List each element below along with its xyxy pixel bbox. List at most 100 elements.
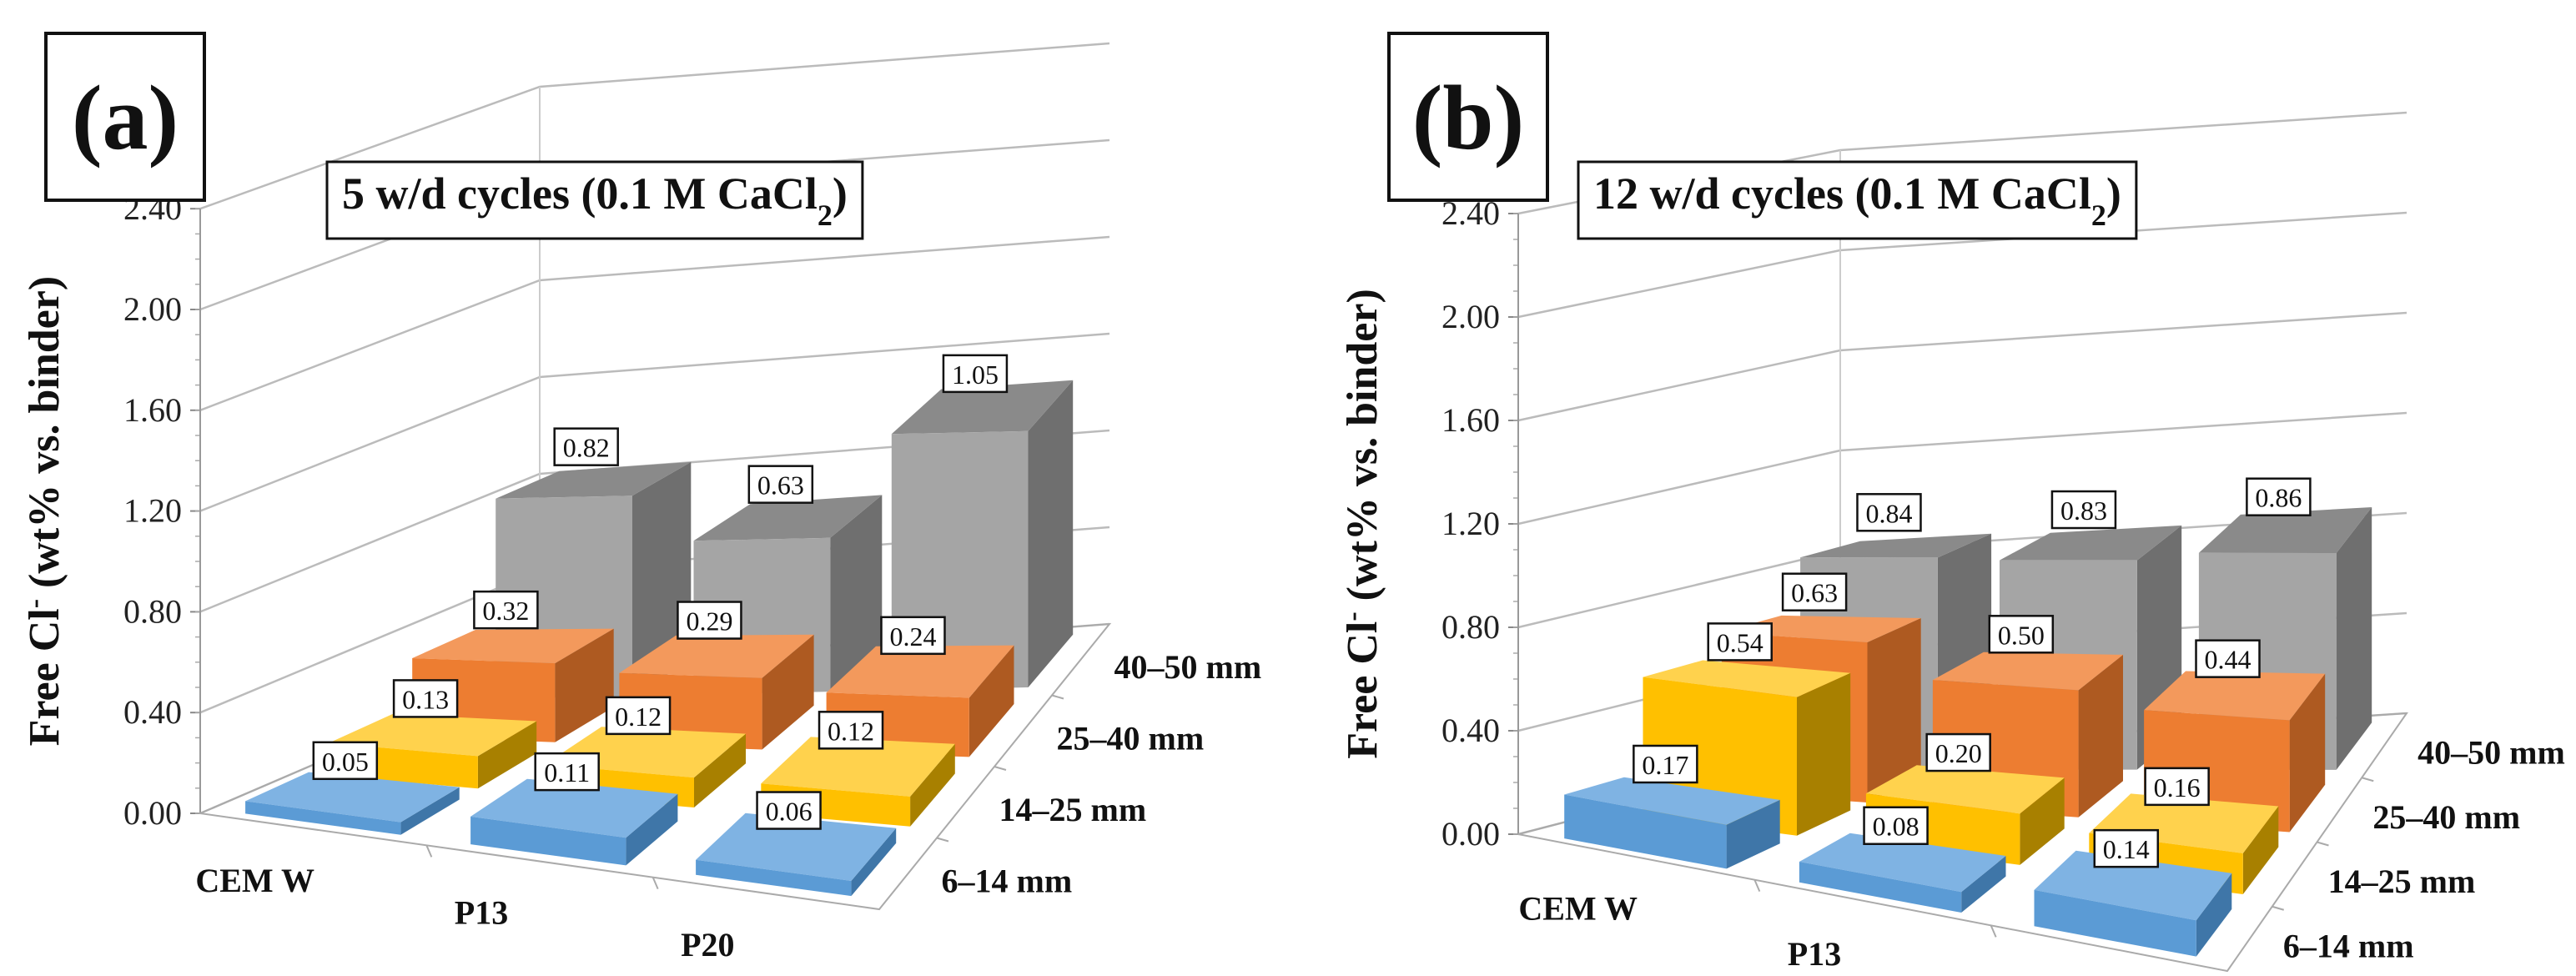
bar-side-face <box>851 828 897 897</box>
chart-title-main: 5 w/d cycles (0.1 M CaCl <box>342 169 818 219</box>
bar-side-face <box>1726 799 1780 869</box>
bar-side-face <box>2289 673 2326 833</box>
bar-side-face <box>969 645 1014 757</box>
bar-side-face <box>2336 507 2372 770</box>
depth-tick-mark <box>1051 694 1064 700</box>
bar-top-face <box>412 628 614 664</box>
y-tick-label: 0.00 <box>123 794 182 832</box>
bar: 0.11 <box>470 752 678 866</box>
data-label: 1.05 <box>952 360 999 390</box>
bar-top-face <box>891 380 1074 435</box>
data-label-box <box>2144 767 2210 807</box>
chart-title-box <box>325 160 864 240</box>
bar-top-face <box>496 461 692 499</box>
x-tick-mark <box>1990 924 1997 938</box>
bar-front-face <box>470 816 626 866</box>
bar-top-face <box>761 737 955 797</box>
depth-tick-mark <box>2361 777 2374 782</box>
data-label: 0.63 <box>1791 578 1838 608</box>
series-label: 14–25 mm <box>999 791 1147 828</box>
y-tick-label: 0.40 <box>1441 712 1500 749</box>
bar: 0.13 <box>329 679 537 789</box>
chart-title-end: ) <box>833 169 848 219</box>
y-tick-label: 1.20 <box>123 492 182 530</box>
data-label: 0.86 <box>2255 483 2302 513</box>
series-label: 14–25 mm <box>2328 863 2476 900</box>
bar-top-face <box>1800 533 1992 558</box>
panel-a: 0.000.400.801.201.602.002.400.820.631.05… <box>19 32 1261 963</box>
bar-side-face <box>910 743 955 827</box>
data-label-box <box>747 465 814 504</box>
bar-top-face <box>245 772 460 823</box>
data-label-box <box>1707 622 1773 662</box>
bar-top-face <box>2144 671 2326 721</box>
data-label-box <box>605 696 672 736</box>
data-label-box <box>553 427 619 466</box>
y-tick-label: 1.60 <box>123 391 182 429</box>
y-tick-label: 0.00 <box>1441 815 1500 853</box>
bar-top-face <box>696 812 897 881</box>
chart-title-main: 12 w/d cycles (0.1 M CaCl <box>1593 169 2091 219</box>
data-label: 0.12 <box>615 702 662 732</box>
y-tick-label: 1.20 <box>1441 505 1500 542</box>
bar-side-face <box>762 634 814 750</box>
bar-front-face <box>696 859 852 897</box>
category-label: P13 <box>455 894 508 932</box>
y-tick-label: 2.00 <box>1441 298 1500 335</box>
y-axis-title-superscript: - <box>19 599 50 608</box>
y-tick-label: 0.80 <box>1441 608 1500 646</box>
data-label-box <box>1863 806 1929 845</box>
bar-top-face <box>1932 652 2123 691</box>
data-label-box <box>942 354 1009 394</box>
bar-top-face <box>1721 615 1921 642</box>
gridline <box>1517 311 2407 422</box>
data-label: 0.16 <box>2154 772 2201 802</box>
series-label: 25–40 mm <box>1057 719 1205 757</box>
bar-side-face <box>1867 618 1921 802</box>
data-label: 0.17 <box>1642 750 1688 780</box>
data-label-box <box>312 741 379 781</box>
data-label: 0.44 <box>2205 645 2251 675</box>
bar-top-face <box>329 714 537 757</box>
chart-title-subscript: 2 <box>2091 199 2106 232</box>
series-label: 40–50 mm <box>2418 734 2565 772</box>
y-axis-title: Free Cl- (wt% vs. binder) <box>1337 289 1387 759</box>
bar: 0.14 <box>2034 828 2232 957</box>
bar: 0.44 <box>2144 639 2326 833</box>
y-axis-title-main: Free Cl <box>1339 621 1386 759</box>
bar-side-face <box>2196 873 2232 957</box>
bar-side-face <box>400 787 460 835</box>
depth-tick-mark <box>2272 905 2285 911</box>
chart-title-end: ) <box>2106 169 2121 219</box>
category-label: P20 <box>681 926 734 963</box>
x-tick-mark <box>652 877 659 890</box>
data-label-box <box>880 616 946 656</box>
y-tick-label: 0.40 <box>123 693 182 731</box>
depth-tick-mark <box>994 766 1007 771</box>
bar-top-face <box>1643 660 1851 697</box>
bar: 0.06 <box>696 791 897 897</box>
y-tick-label: 2.00 <box>123 290 182 328</box>
y-tick-label: 0.80 <box>123 592 182 630</box>
category-label: CEM W <box>195 862 314 899</box>
panel-label: (b) <box>1412 67 1524 169</box>
data-label: 0.13 <box>402 684 449 714</box>
data-label: 0.63 <box>757 470 804 501</box>
chart-title: 12 w/d cycles (0.1 M CaCl2) <box>1593 169 2121 232</box>
data-label: 0.82 <box>563 433 610 463</box>
data-label-box <box>2093 828 2160 868</box>
y-axis-title-units: (wt% vs. binder) <box>21 276 68 599</box>
chart-title-subscript: 2 <box>818 199 833 232</box>
bar-top-face <box>826 645 1014 698</box>
data-label: 0.12 <box>828 716 874 746</box>
data-label: 0.24 <box>889 621 936 652</box>
bar-top-face <box>1799 833 2006 893</box>
bar-top-face <box>2034 850 2232 921</box>
bar-front-face <box>1564 794 1727 869</box>
panel-label-box <box>44 32 206 202</box>
bar-front-face <box>245 801 401 835</box>
y-axis-title-units: (wt% vs. binder) <box>1339 289 1386 611</box>
data-label-box <box>1856 493 1922 532</box>
